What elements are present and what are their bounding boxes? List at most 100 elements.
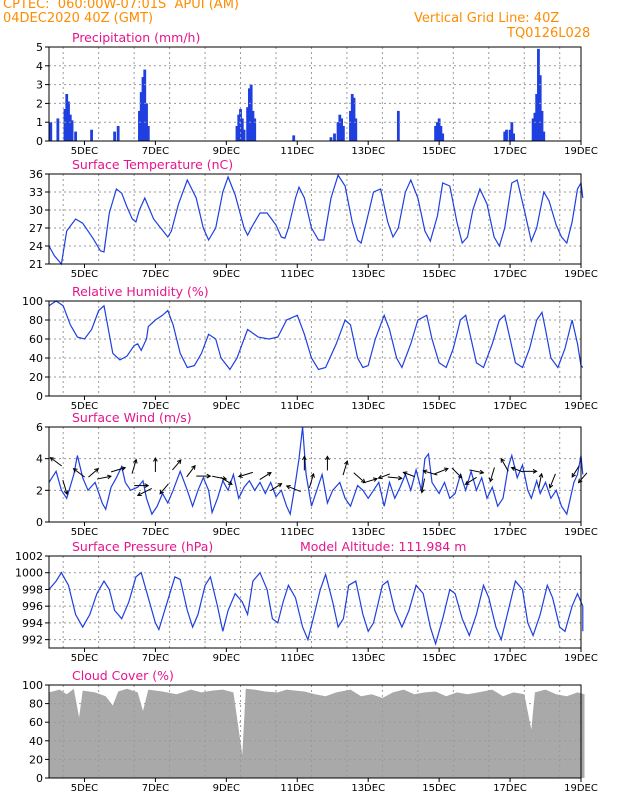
- cloud-title: Cloud Cover (%): [72, 668, 174, 683]
- wind-arrow: [500, 457, 509, 472]
- x-tick-label: 19DEC: [564, 653, 598, 664]
- precip-bar: [146, 125, 150, 141]
- header-grid-note: Vertical Grid Line: 40Z: [414, 11, 560, 26]
- pressure-panel: 992 994 996 998 1000 1002 5DEC 7DEC 9DEC 11DEC 13D…: [15, 539, 598, 664]
- pressure-annotation: Model Altitude: 111.984 m: [300, 539, 466, 554]
- x-tick-label: 7DEC: [142, 783, 169, 794]
- wind-arrow: [270, 483, 283, 492]
- precip-bar: [434, 125, 437, 141]
- y-tick-label: 2: [36, 97, 43, 110]
- y-tick-label: 0: [36, 390, 43, 403]
- y-tick-label: 3: [36, 79, 43, 92]
- precip-bar: [116, 125, 120, 141]
- wind-arrow: [422, 469, 438, 476]
- y-tick-label: 80: [29, 314, 43, 327]
- wind-arrow: [308, 472, 315, 488]
- x-tick-label: 19DEC: [564, 146, 598, 157]
- y-tick-label: 36: [29, 168, 43, 181]
- precip-bar: [251, 110, 255, 141]
- wind-arrow: [451, 467, 463, 479]
- x-tick-label: 7DEC: [142, 401, 169, 412]
- wind-arrow: [212, 475, 228, 481]
- y-tick-label: 40: [29, 735, 43, 748]
- rh-frame: [48, 300, 582, 397]
- precip-bar: [531, 118, 535, 141]
- y-tick-label: 994: [22, 617, 43, 630]
- wind-arrow: [134, 483, 150, 488]
- wind-title: Surface Wind (m/s): [72, 410, 192, 425]
- wind-arrow: [88, 468, 100, 478]
- x-tick-label: 17DEC: [493, 783, 527, 794]
- precip-bar: [65, 94, 69, 141]
- x-tick-label: 11DEC: [280, 146, 314, 157]
- x-tick-label: 9DEC: [213, 146, 240, 157]
- wind-arrow: [259, 472, 272, 481]
- x-tick-label: 9DEC: [213, 527, 240, 538]
- wind-arrow: [153, 456, 158, 472]
- precip-bar: [70, 120, 74, 141]
- wind-arrow: [402, 471, 415, 478]
- precip-bar: [242, 129, 246, 141]
- y-tick-label: 1000: [15, 567, 43, 580]
- x-tick-label: 5DEC: [71, 653, 98, 664]
- x-tick-label: 17DEC: [493, 269, 527, 280]
- y-tick-label: 1: [36, 116, 43, 129]
- precip-bar: [246, 107, 250, 141]
- y-tick-label: 80: [29, 698, 43, 711]
- wind-arrow: [220, 476, 233, 485]
- precip-bar: [512, 133, 516, 141]
- wind-arrow: [62, 480, 69, 496]
- precip-bar: [49, 122, 53, 141]
- x-tick-label: 11DEC: [280, 653, 314, 664]
- precip-bar: [143, 69, 147, 141]
- precip-bar: [240, 118, 244, 141]
- x-tick-label: 11DEC: [280, 783, 314, 794]
- x-tick-label: 5DEC: [71, 527, 98, 538]
- x-tick-label: 19DEC: [564, 527, 598, 538]
- x-tick-label: 9DEC: [213, 653, 240, 664]
- wind-arrow: [469, 469, 485, 475]
- y-tick-label: 998: [22, 583, 43, 596]
- precip-bar: [537, 48, 540, 141]
- wind-arrow: [111, 466, 127, 473]
- wind-arrow: [49, 457, 62, 467]
- x-tick-label: 5DEC: [71, 401, 98, 412]
- wind-arrow: [172, 459, 182, 471]
- precip-bar: [354, 118, 358, 141]
- wind-arrow: [488, 467, 495, 483]
- wind-arrow: [196, 473, 212, 479]
- x-tick-label: 13DEC: [351, 527, 385, 538]
- cloud-panel: 0 20 40 60 80 100 5DEC 7DEC 9DEC 11DEC 13DEC 15DEC 1…: [22, 668, 598, 794]
- precip-bar: [239, 109, 242, 141]
- pressure-line: [48, 571, 584, 646]
- x-tick-label: 13DEC: [351, 269, 385, 280]
- x-tick-label: 15DEC: [422, 146, 456, 157]
- x-tick-label: 9DEC: [213, 269, 240, 280]
- precip-bar: [237, 114, 241, 141]
- precip-bar: [68, 114, 72, 141]
- precip-bar: [338, 114, 342, 141]
- y-tick-label: 20: [29, 753, 43, 766]
- wind-arrow: [362, 477, 378, 484]
- wind-arrow: [342, 460, 349, 476]
- precip-bar: [139, 92, 143, 141]
- precip-bar: [138, 110, 141, 141]
- precip-bar: [292, 135, 296, 141]
- wind-arrow: [325, 455, 330, 471]
- header-location: CPTEC: 060:00W-07:01S APUI (AM): [3, 0, 239, 12]
- wind-arrow: [186, 464, 196, 478]
- temp-frame: [48, 173, 582, 265]
- wind-panel: 0 2 4 6 5DEC 7DEC 9DEC 11DEC 13DEC 15DEC 17DEC 19DE…: [36, 410, 598, 538]
- cloud-frame: [48, 684, 582, 779]
- wind-line: [48, 426, 584, 517]
- precip-bar: [145, 103, 148, 141]
- x-tick-label: 13DEC: [351, 653, 385, 664]
- y-tick-label: 4: [36, 453, 43, 466]
- y-tick-label: 4: [36, 60, 43, 73]
- y-tick-label: 1002: [15, 550, 43, 563]
- y-tick-label: 20: [29, 371, 43, 384]
- precip-panel: 0 1 2 3 4 5 5DEC 7DEC 9DEC 11DEC 13DEC 15DEC 17DEC 19…: [36, 30, 598, 157]
- header-datetime: 04DEC2020 40Z (GMT): [3, 11, 154, 26]
- x-tick-label: 15DEC: [422, 269, 456, 280]
- precip-bar: [352, 97, 356, 141]
